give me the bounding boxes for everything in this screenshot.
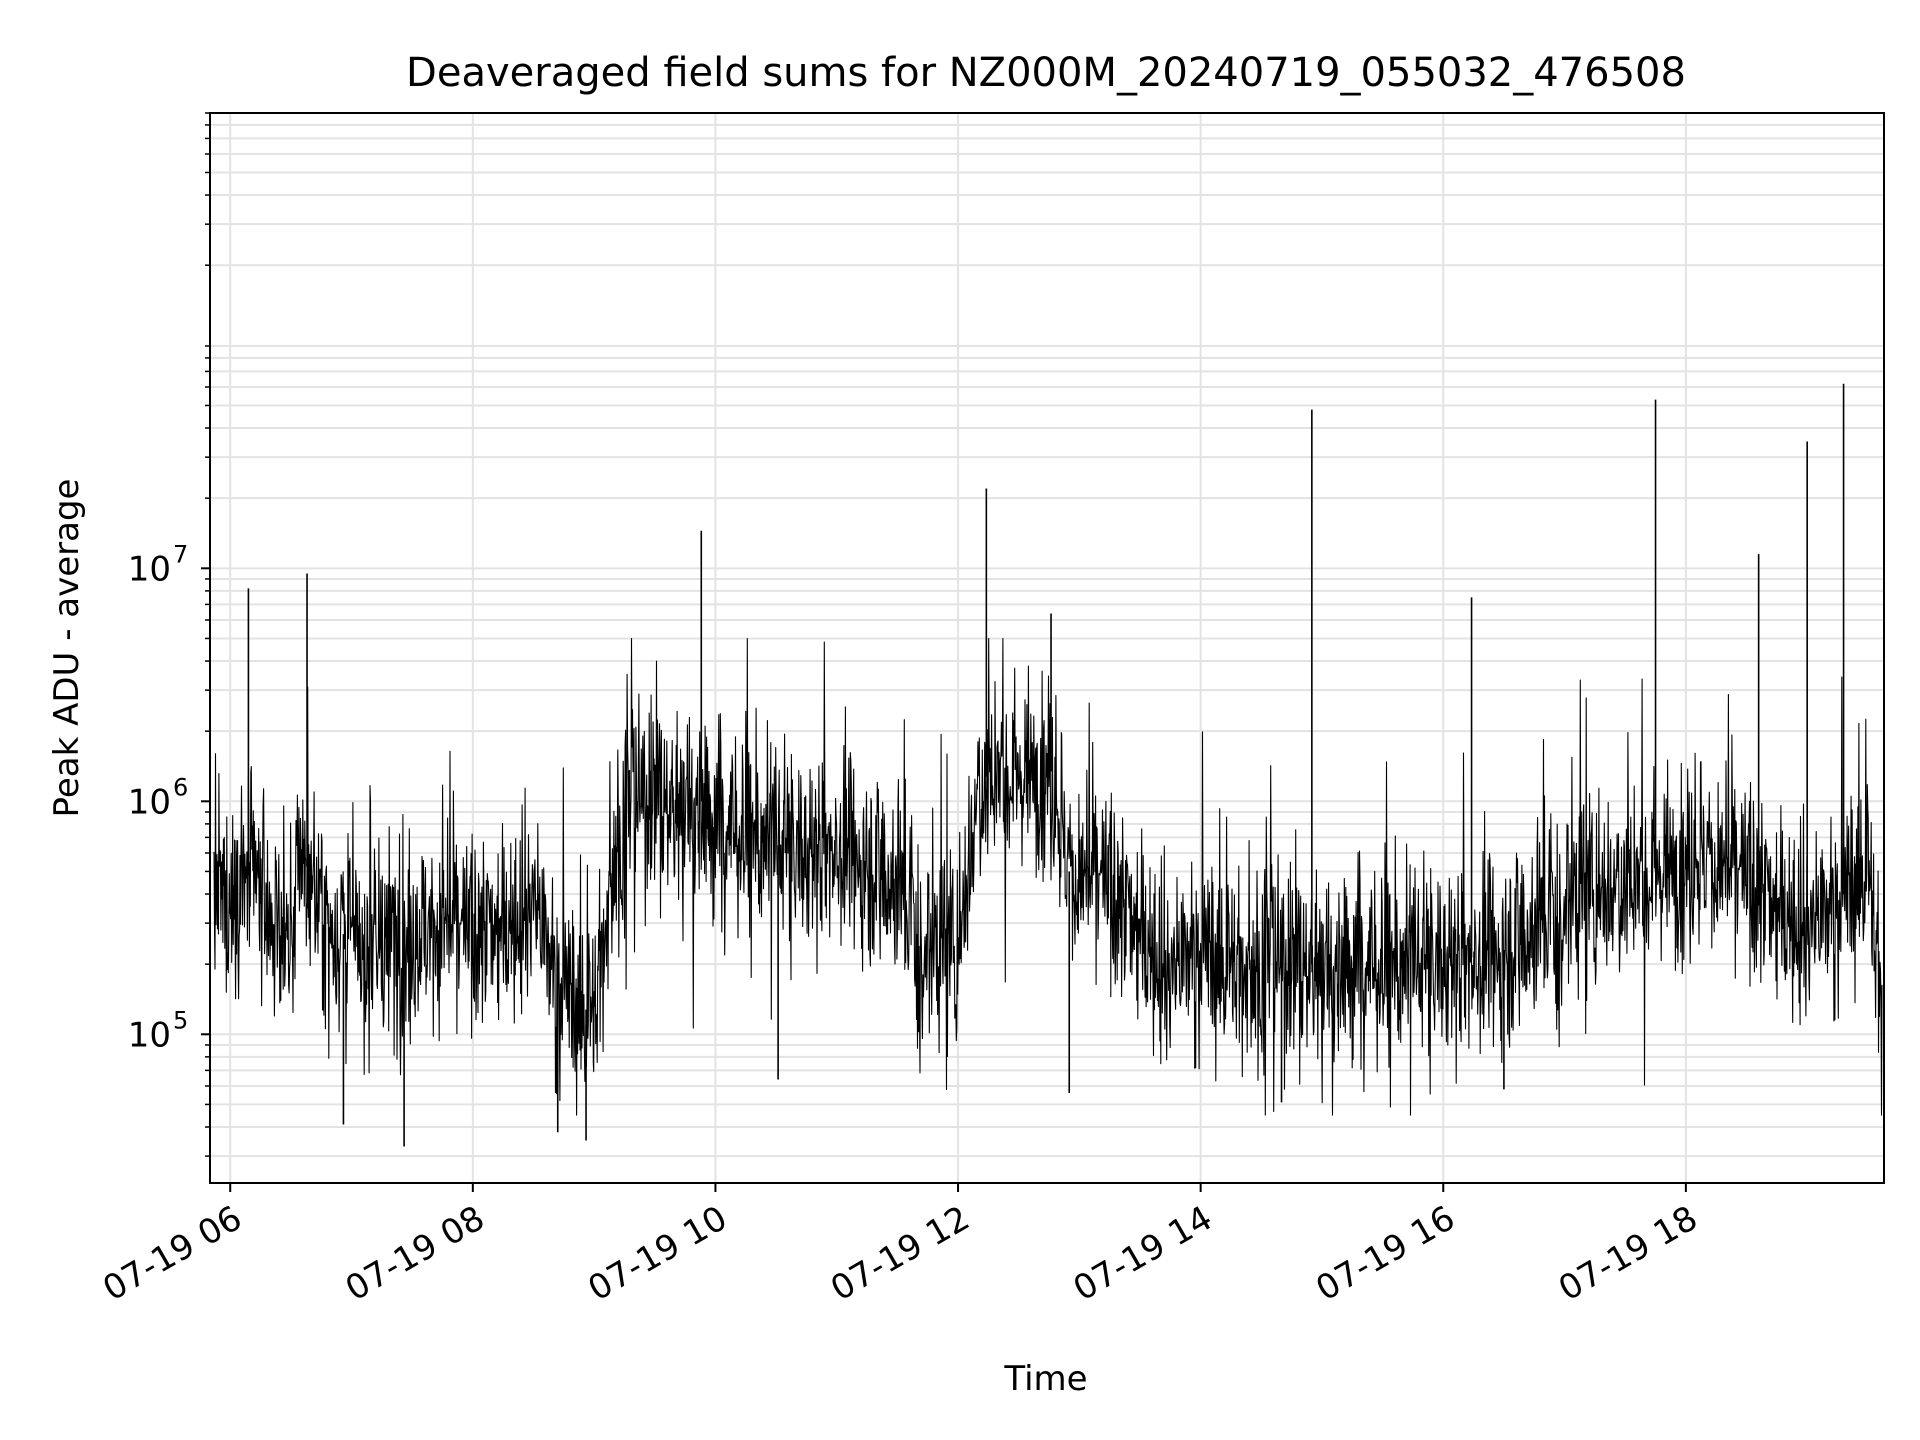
series-line	[213, 637, 1883, 1116]
y-axis-label: Peak ADU - average	[47, 479, 87, 818]
series-layer	[213, 383, 1883, 1147]
chart-title: Deaveraged field sums for NZ000M_2024071…	[406, 50, 1686, 96]
plot-frame	[209, 112, 1885, 1184]
x-axis-label: Time	[1003, 1359, 1087, 1399]
y-tick-label: 106	[128, 773, 189, 822]
